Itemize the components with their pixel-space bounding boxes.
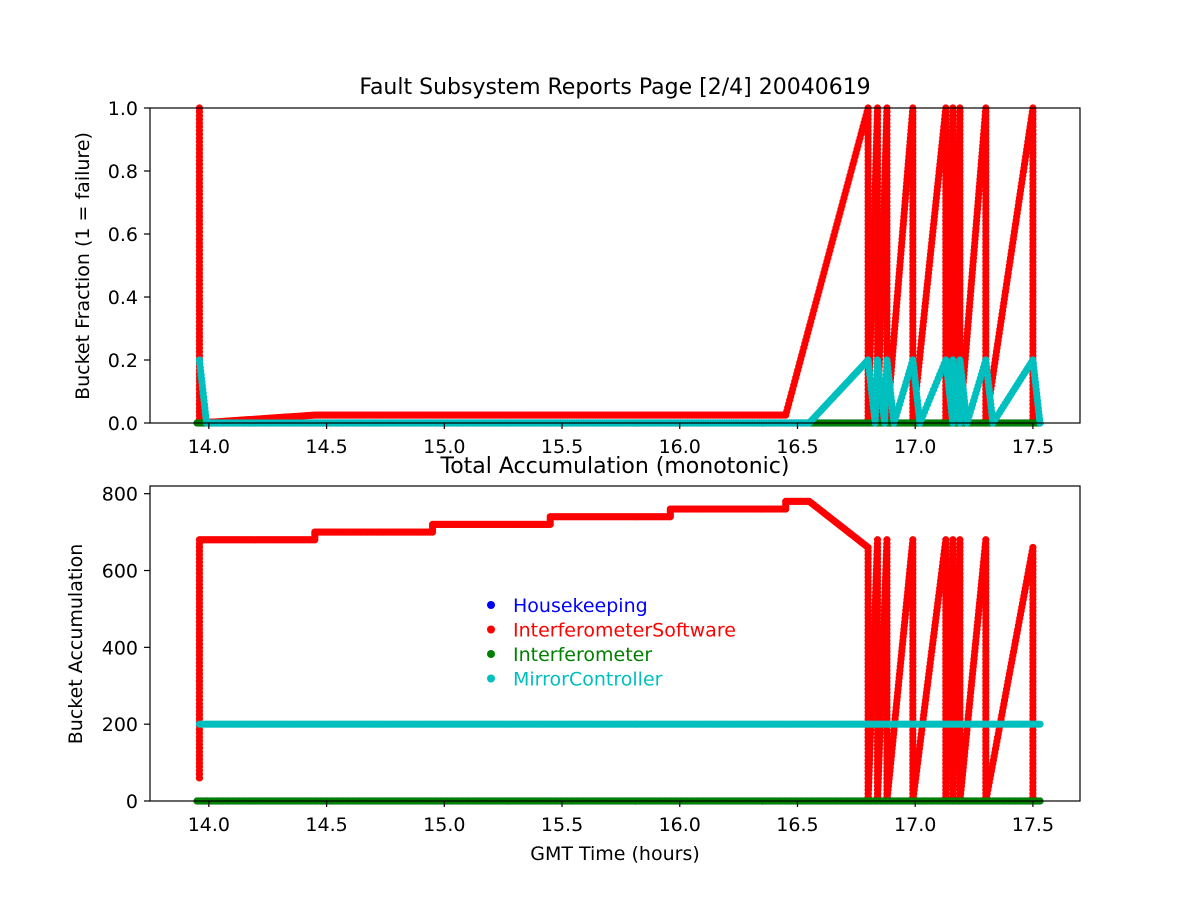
chart-title-bottom: Total Accumulation (monotonic) [440,454,790,479]
y-tick-label: 0.2 [108,350,138,372]
chart-title-top: Fault Subsystem Reports Page [2/4] 20040… [359,75,870,100]
x-tick-label: 14.5 [305,436,347,458]
y-axis-label-top: Bucket Fraction (1 = failure) [72,132,94,400]
y-tick-label: 0.6 [108,224,138,246]
x-tick-label: 14.0 [188,436,230,458]
series-interferometersoftware [195,104,1037,427]
panel-fraction: Fault Subsystem Reports Page [2/4] 20040… [72,75,1081,458]
y-tick-label: 1.0 [108,98,138,120]
y-tick-label: 0.0 [108,413,138,435]
y-tick-label: 0.8 [108,161,138,183]
y-tick-label: 0.4 [108,287,138,309]
x-tick-label: 17.0 [894,436,936,458]
x-tick-label: 17.5 [1012,436,1054,458]
